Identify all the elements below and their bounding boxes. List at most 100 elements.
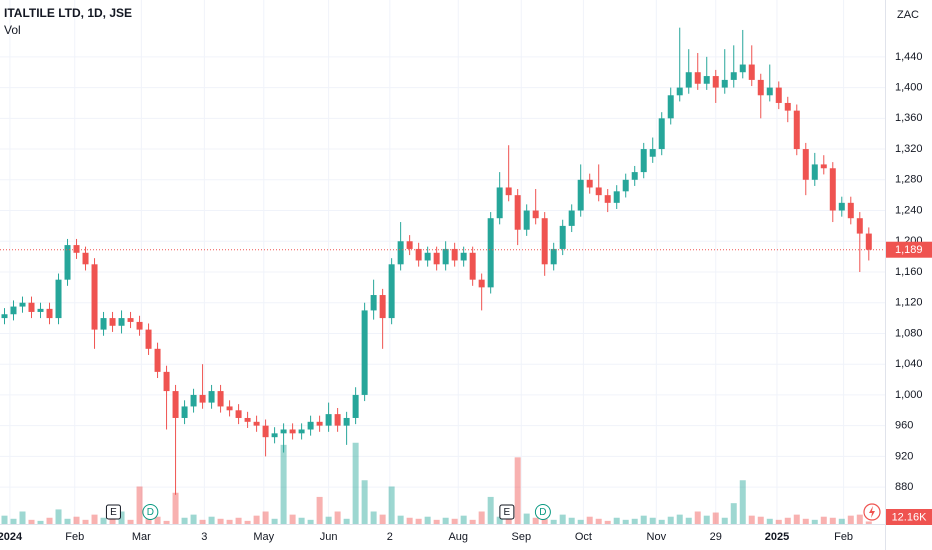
volume-bar bbox=[19, 511, 26, 524]
volume-bar bbox=[838, 518, 845, 524]
volume-bar bbox=[433, 519, 440, 524]
volume-bar bbox=[145, 515, 152, 524]
volume-bar bbox=[253, 515, 260, 524]
candle-body bbox=[244, 417, 251, 422]
candle-body bbox=[604, 195, 611, 203]
candle-body bbox=[523, 210, 530, 230]
volume-bar bbox=[532, 517, 539, 524]
volume-bar bbox=[865, 521, 872, 524]
candle-body bbox=[181, 406, 188, 418]
volume-bar bbox=[406, 517, 413, 524]
volume-bar bbox=[10, 518, 17, 524]
candle-body bbox=[838, 202, 845, 211]
candle-body bbox=[55, 279, 62, 319]
volume-bar bbox=[217, 518, 224, 524]
candle-body bbox=[334, 414, 341, 426]
candle-body bbox=[262, 425, 269, 438]
candle-body bbox=[298, 429, 305, 434]
candle-body bbox=[856, 218, 863, 234]
candle-body bbox=[784, 102, 791, 111]
volume-bar bbox=[28, 519, 35, 524]
volume-bar bbox=[289, 514, 296, 524]
volume-bar bbox=[721, 517, 728, 524]
candle-body bbox=[226, 406, 233, 411]
candle-body bbox=[496, 187, 503, 219]
candle-body bbox=[793, 110, 800, 150]
candle-body bbox=[82, 252, 89, 265]
x-tick-label: Sep bbox=[511, 531, 531, 543]
volume-bar bbox=[541, 518, 548, 524]
last-price-label: 1,189 bbox=[895, 244, 923, 256]
candle-body bbox=[46, 308, 53, 319]
candle-body bbox=[847, 202, 854, 219]
volume-bar bbox=[559, 514, 566, 524]
volume-bar bbox=[334, 511, 341, 524]
volume-bar bbox=[613, 517, 620, 524]
volume-bar bbox=[82, 519, 89, 524]
candle-body bbox=[541, 218, 548, 265]
candle-body bbox=[631, 172, 638, 180]
event-marker[interactable]: D bbox=[534, 504, 551, 520]
candle-body bbox=[568, 210, 575, 226]
volume-bar bbox=[829, 517, 836, 524]
volume-bar bbox=[370, 511, 377, 524]
volume-bar bbox=[109, 518, 116, 524]
chart-title: ITALTILE LTD, 1D, JSE bbox=[4, 6, 132, 20]
candle-body bbox=[190, 394, 197, 407]
candle-body bbox=[550, 248, 557, 265]
event-label: D bbox=[539, 507, 546, 518]
x-tick-label: Oct bbox=[575, 531, 592, 543]
event-marker[interactable]: E bbox=[105, 504, 121, 520]
candle-body bbox=[730, 72, 737, 80]
candle-body bbox=[595, 187, 602, 196]
volume-bar bbox=[64, 518, 71, 524]
candle-body bbox=[658, 118, 665, 150]
volume-bar bbox=[325, 516, 332, 524]
candle-body bbox=[343, 417, 350, 426]
candle-body bbox=[271, 433, 278, 438]
candle-body bbox=[622, 179, 629, 192]
candle-body bbox=[64, 245, 71, 280]
currency: ZAC bbox=[897, 9, 919, 21]
volume-bar bbox=[100, 517, 107, 524]
candle-body bbox=[163, 371, 170, 392]
x-tick-label: Nov bbox=[647, 531, 667, 543]
volume-bar bbox=[478, 511, 485, 524]
candle-body bbox=[208, 391, 215, 403]
volume-bar bbox=[568, 517, 575, 524]
y-tick-label: 1,360 bbox=[895, 112, 923, 124]
candle-body bbox=[775, 87, 782, 103]
candle-body bbox=[10, 306, 17, 315]
candle-body bbox=[388, 264, 395, 319]
event-marker[interactable]: D bbox=[142, 504, 159, 520]
x-tick-label: Aug bbox=[448, 531, 468, 543]
volume-bar bbox=[262, 511, 269, 524]
x-tick-label: Mar bbox=[132, 531, 151, 543]
y-tick-label: 1,080 bbox=[895, 327, 923, 339]
candle-body bbox=[37, 308, 44, 312]
x-tick-label: Feb bbox=[65, 531, 84, 543]
volume-bar bbox=[523, 513, 530, 524]
event-marker[interactable]: E bbox=[499, 504, 515, 520]
volume-bar bbox=[469, 519, 476, 524]
volume-bar bbox=[487, 496, 494, 524]
volume-bar bbox=[595, 518, 602, 524]
volume-bar bbox=[793, 514, 800, 524]
candle-body bbox=[352, 394, 359, 418]
volume-bar bbox=[766, 518, 773, 524]
volume-bar bbox=[640, 515, 647, 524]
candle-body bbox=[640, 149, 647, 173]
candle-body bbox=[685, 72, 692, 88]
alert-icon[interactable] bbox=[863, 503, 881, 521]
candle-body bbox=[406, 241, 413, 249]
candle-body bbox=[514, 195, 521, 230]
volume-bar bbox=[748, 515, 755, 524]
volume-bar bbox=[649, 517, 656, 524]
volume-bar bbox=[820, 516, 827, 524]
volume-bar bbox=[631, 518, 638, 524]
y-tick-label: 1,440 bbox=[895, 51, 923, 63]
candle-body bbox=[73, 245, 80, 253]
volume-bar bbox=[694, 511, 701, 524]
